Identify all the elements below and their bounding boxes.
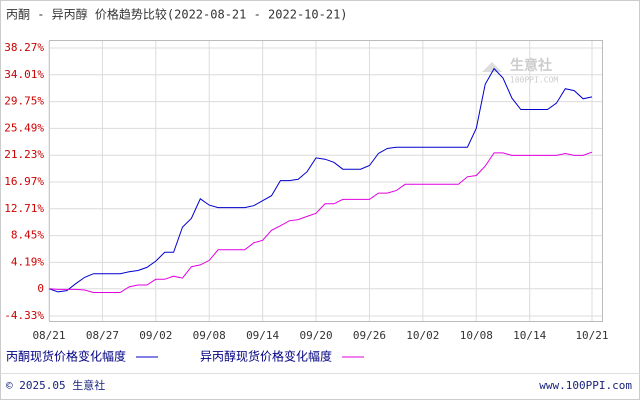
y-tick-label: 21.23%: [4, 148, 44, 161]
y-tick-label: 25.49%: [4, 121, 44, 134]
x-tick-label: 08/27: [86, 329, 119, 342]
y-tick-label: 34.01%: [4, 68, 44, 81]
chart-title: 丙酮 - 异丙醇 价格趋势比较(2022-08-21 - 2022-10-21): [6, 7, 348, 22]
y-tick-label: 29.75%: [4, 95, 44, 108]
y-tick-label: 38.27%: [4, 41, 44, 54]
y-tick-label: 16.97%: [4, 175, 44, 188]
y-tick-label: 12.71%: [4, 202, 44, 215]
x-tick-label: 10/08: [460, 329, 493, 342]
legend-label: 丙酮现货价格变化幅度: [6, 349, 126, 364]
y-tick-label: 4.19%: [11, 255, 44, 268]
series-line: [48, 67, 593, 293]
x-tick-label: 08/21: [32, 329, 65, 342]
legend-label: 异丙醇现货价格变化幅度: [200, 349, 332, 364]
x-tick-label: 09/08: [193, 329, 226, 342]
x-tick-label: 10/14: [513, 329, 546, 342]
watermark: 生意社 100PPI.COM: [482, 57, 558, 85]
footer-left: © 2025.05 生意社: [6, 378, 105, 392]
x-tick-label: 10/21: [575, 329, 608, 342]
footer-right: www.100PPI.com: [539, 379, 632, 392]
x-tick-label: 09/20: [299, 329, 332, 342]
x-tick-label: 09/14: [246, 329, 279, 342]
y-tick-label: -4.33%: [4, 309, 44, 322]
watermark-icon: [482, 62, 502, 72]
x-tick-label: 09/02: [139, 329, 172, 342]
series-line: [48, 151, 593, 293]
x-tick-label: 10/02: [406, 329, 439, 342]
watermark-url: 100PPI.COM: [510, 76, 558, 85]
y-tick-label: 8.45%: [11, 229, 44, 242]
x-tick-label: 09/26: [353, 329, 386, 342]
y-tick-label: 0: [37, 282, 44, 295]
watermark-text: 生意社: [510, 57, 552, 74]
